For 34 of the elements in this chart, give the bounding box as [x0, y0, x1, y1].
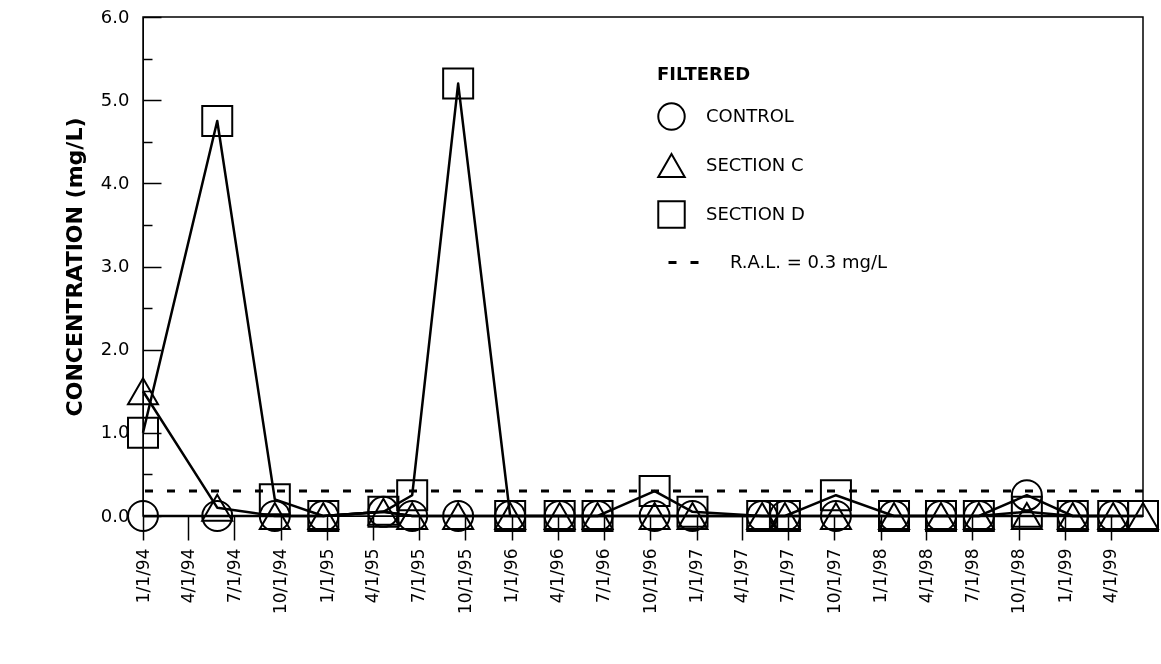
x-tick-label: 7/1/98	[961, 548, 982, 604]
legend-label: SECTION D	[706, 202, 805, 224]
x-tick-label: 10/1/96	[639, 548, 660, 615]
x-tick-label: 1/1/95	[316, 548, 337, 604]
legend-label: SECTION C	[706, 153, 804, 175]
legend-title: FILTERED	[657, 63, 751, 84]
x-tick-label: 1/1/99	[1054, 548, 1075, 604]
x-tick-label: 4/1/96	[547, 548, 568, 604]
x-tick-label: 10/1/95	[454, 548, 475, 615]
legend-label: R.A.L. = 0.3 mg/L	[730, 250, 887, 272]
x-tick-label: 7/1/95	[408, 548, 429, 604]
y-tick-label: 4.0	[100, 171, 130, 193]
x-tick-label: 7/1/97	[777, 548, 798, 604]
x-tick-label: 4/1/94	[177, 548, 198, 604]
x-tick-label: 1/1/97	[686, 548, 707, 604]
y-tick-label: 5.0	[100, 88, 130, 110]
x-tick-label: 1/1/94	[132, 548, 153, 604]
x-tick-label: 4/1/99	[1100, 548, 1121, 604]
y-tick-label: 0.0	[100, 504, 130, 526]
legend-label: CONTROL	[706, 104, 794, 126]
x-tick-label: 4/1/95	[362, 548, 383, 604]
x-tick-label: 7/1/94	[223, 548, 244, 604]
x-tick-label: 10/1/97	[823, 548, 844, 615]
x-tick-label: 4/1/98	[915, 548, 936, 604]
x-tick-label: 10/1/94	[270, 548, 291, 615]
y-tick-label: 3.0	[100, 255, 130, 276]
x-tick-label: 7/1/96	[593, 548, 614, 604]
y-tick-label: 6.0	[100, 5, 130, 27]
x-tick-label: 10/1/98	[1008, 548, 1029, 615]
x-tick-label: 1/1/96	[501, 548, 522, 604]
x-tick-label: 1/1/98	[870, 548, 891, 604]
y-tick-label: 2.0	[100, 338, 130, 360]
y-axis-title: CONCENTRATION (mg/L)	[61, 117, 87, 417]
x-tick-label: 4/1/97	[731, 548, 752, 604]
